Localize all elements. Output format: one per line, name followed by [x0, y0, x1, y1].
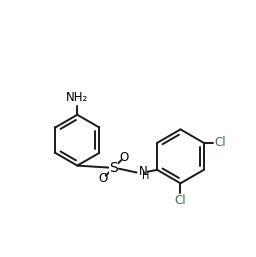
Text: NH₂: NH₂: [66, 91, 88, 104]
Text: O: O: [120, 151, 129, 164]
Text: O: O: [98, 172, 107, 185]
Text: S: S: [109, 161, 118, 175]
Text: H: H: [142, 171, 150, 181]
Text: Cl: Cl: [175, 194, 186, 207]
Text: Cl: Cl: [215, 136, 226, 149]
Text: N: N: [138, 165, 147, 178]
